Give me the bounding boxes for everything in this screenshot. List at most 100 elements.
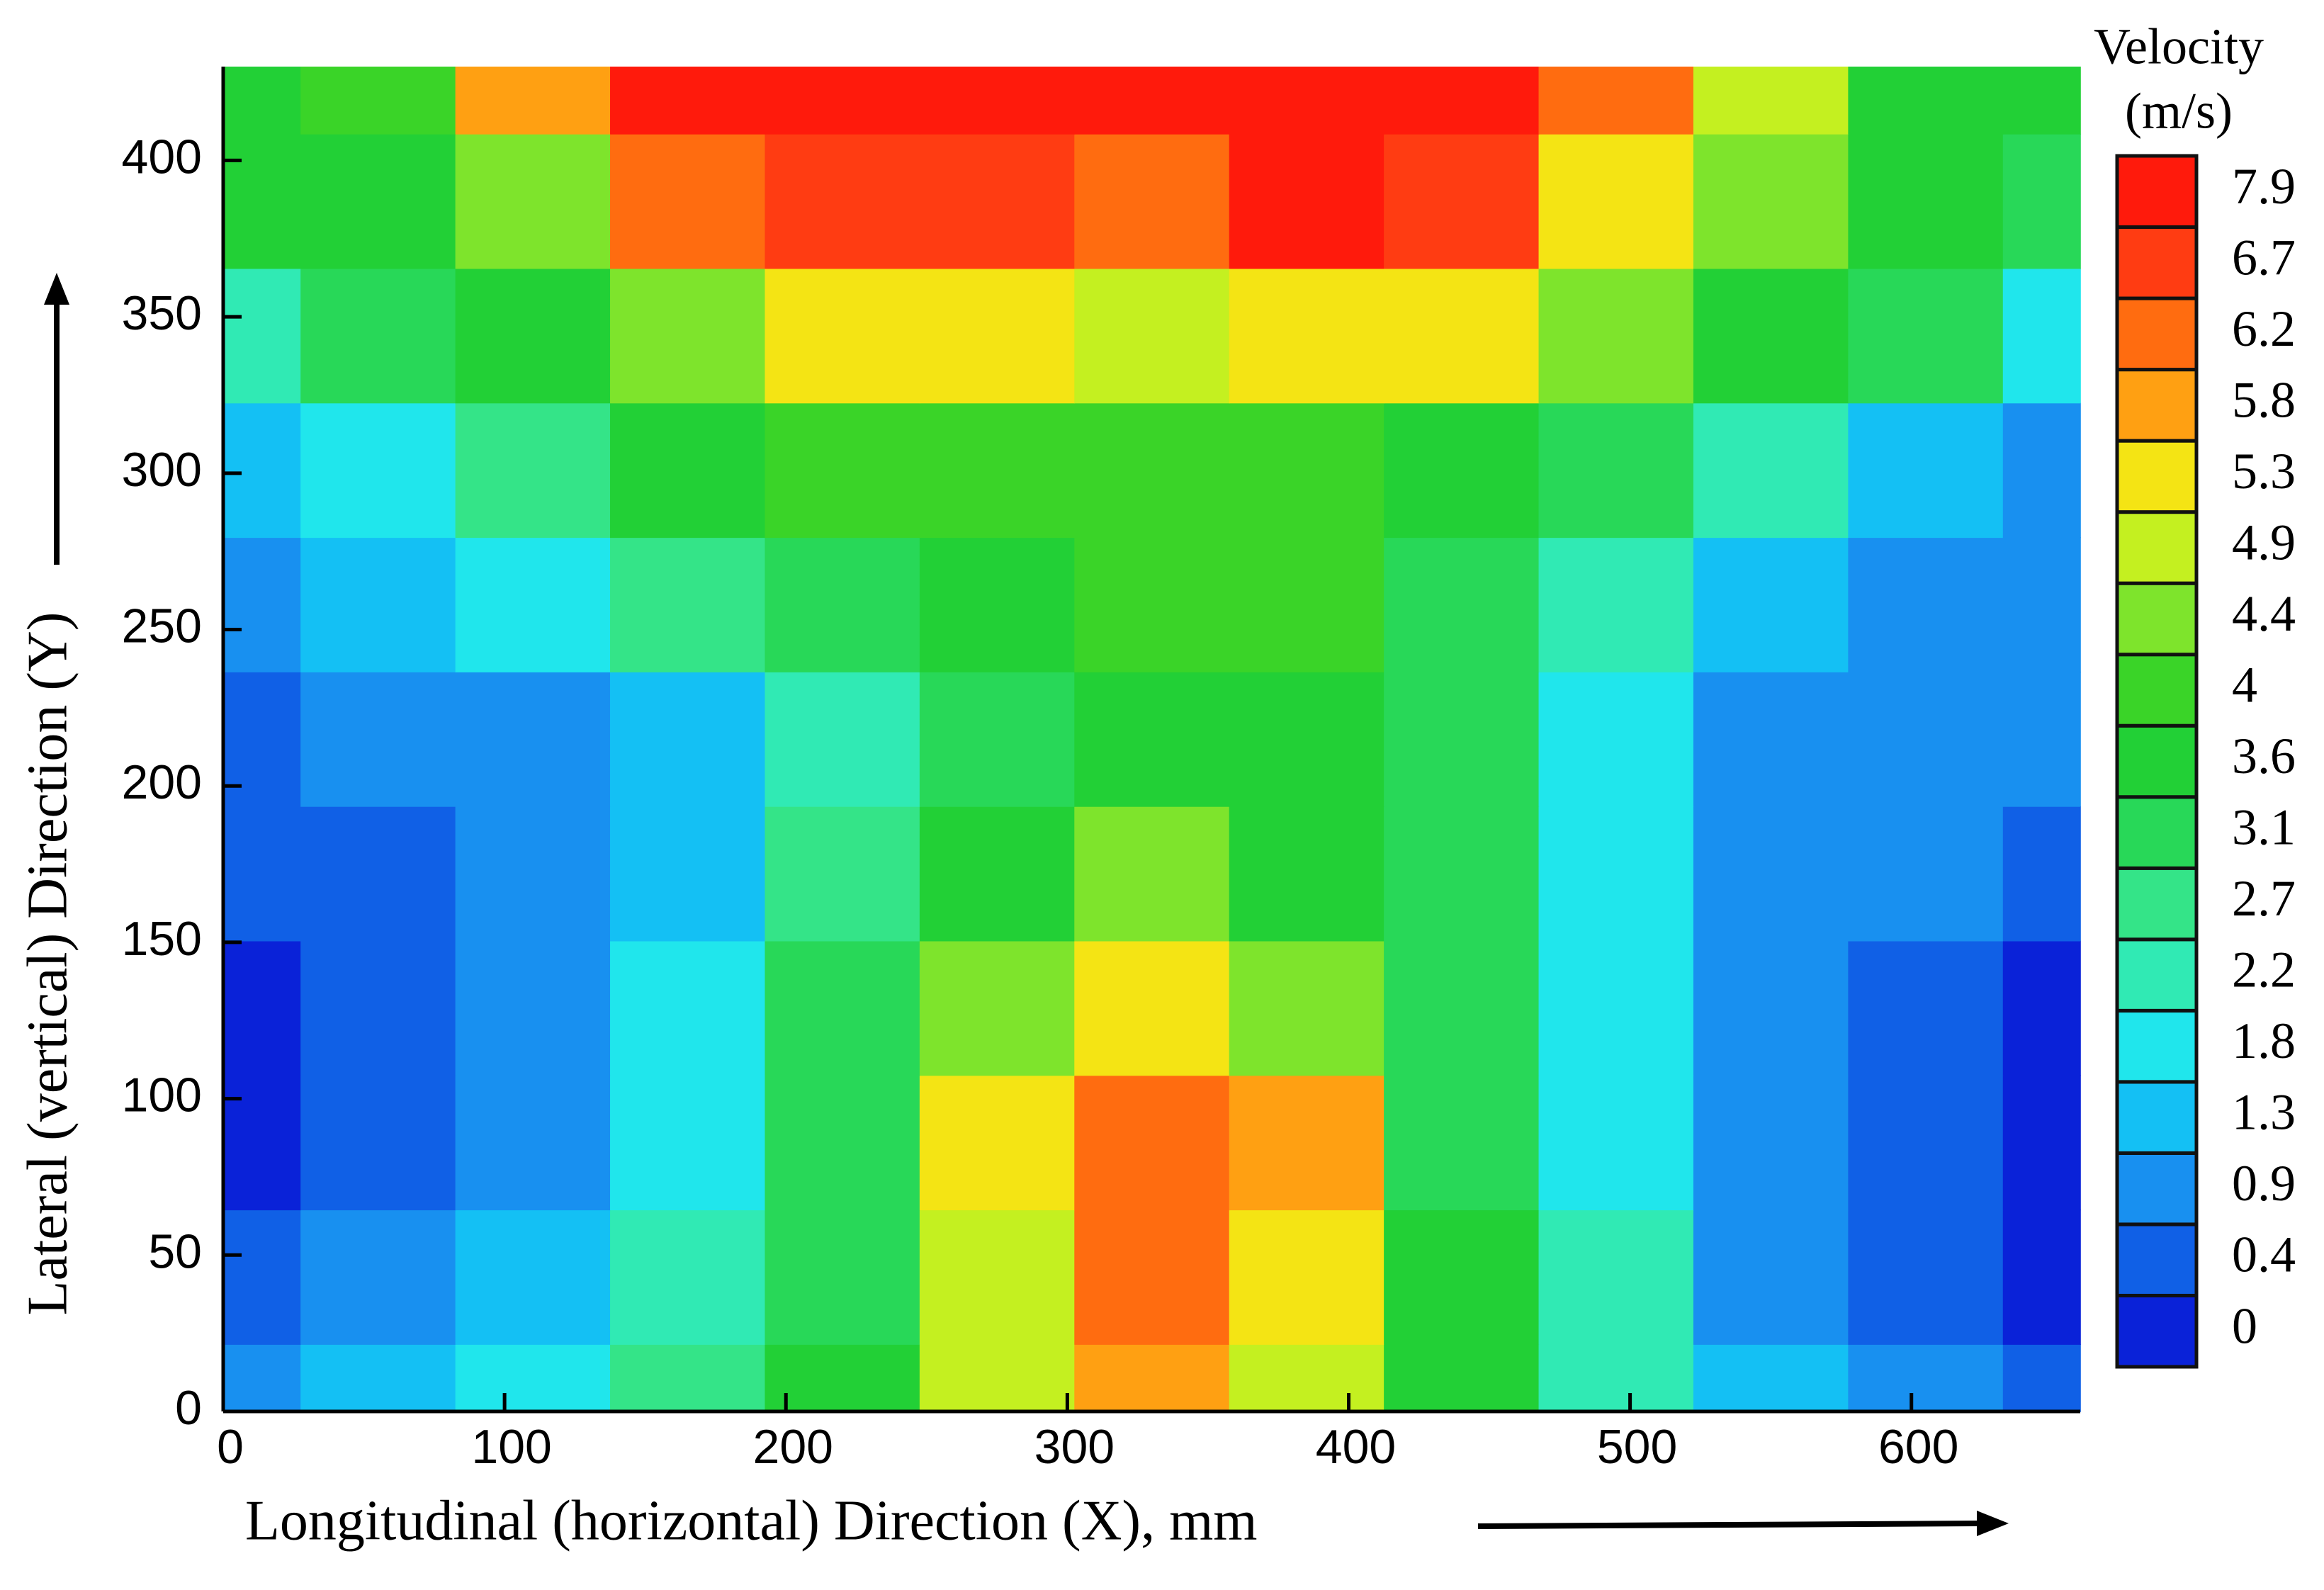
contour-cell: [610, 537, 766, 672]
contour-cell: [223, 402, 302, 539]
contour-cell: [1538, 402, 1694, 539]
contour-cell: [1693, 402, 1849, 539]
colorbar-band: [2115, 510, 2199, 585]
contour-cell: [300, 67, 456, 135]
contour-cell: [765, 1210, 920, 1345]
contour-cell: [610, 1344, 766, 1412]
colorbar-label: 5.8: [2232, 371, 2296, 428]
colorbar-label: 3.6: [2232, 728, 2296, 784]
contour-cell: [1693, 940, 1849, 1076]
contour-cell: [1693, 1075, 1849, 1211]
contour-cell: [455, 133, 611, 269]
contour-cell: [610, 806, 766, 942]
colorbar-band: [2115, 1080, 2199, 1155]
contour-cell: [1074, 402, 1230, 539]
contour-cell: [1074, 67, 1230, 135]
contour-cell: [1848, 67, 2004, 135]
colorbar-label: 0.9: [2232, 1155, 2296, 1212]
contour-cell: [300, 1344, 456, 1412]
contour-cell: [919, 268, 1076, 404]
contour-cell: [1848, 940, 2004, 1076]
contour-cell: [610, 1210, 766, 1345]
contour-cell: [919, 806, 1076, 942]
contour-cell: [1693, 67, 1849, 135]
contour-cell: [610, 133, 766, 269]
contour-cell: [610, 940, 766, 1076]
contour-cell: [1848, 1210, 2004, 1345]
contour-cell: [223, 1075, 302, 1211]
contour-cell: [610, 268, 766, 404]
colorbar-label: 0.4: [2232, 1227, 2296, 1283]
contour-cell: [300, 268, 456, 404]
colorbar-label: 4.9: [2232, 514, 2296, 570]
colorbar-band: [2115, 439, 2199, 514]
contour-cell: [765, 268, 920, 404]
contour-cell: [223, 1210, 302, 1345]
contour-cell: [765, 1344, 920, 1412]
x-tick-label: 600: [1878, 1420, 1958, 1474]
contour-cell: [765, 672, 920, 807]
colorbar-label: 7.9: [2232, 158, 2296, 215]
contour-cell: [919, 672, 1076, 807]
contour-cell: [1848, 133, 2004, 269]
y-tick-label: 200: [122, 755, 202, 809]
contour-cell: [1848, 268, 2004, 404]
colorbar-band: [2115, 225, 2199, 300]
colorbar-label: 6.2: [2232, 300, 2296, 357]
contour-cell: [455, 537, 611, 672]
contour-cell: [765, 67, 920, 135]
contour-cell: [1229, 537, 1384, 672]
contour-cell: [610, 672, 766, 807]
contour-cell: [1538, 1344, 1694, 1412]
contour-cell: [2002, 67, 2081, 135]
contour-cell: [1384, 133, 1540, 269]
contour-cell: [1074, 1075, 1230, 1211]
contour-cell: [610, 402, 766, 539]
contour-cell: [1384, 537, 1540, 672]
contour-cell: [919, 1075, 1076, 1211]
contour-cell: [919, 133, 1076, 269]
colorbar-label: 6.7: [2232, 229, 2296, 286]
contour-cell: [1538, 537, 1694, 672]
contour-cell: [2002, 133, 2081, 269]
contour-cell: [223, 1344, 302, 1412]
contour-cell: [455, 1344, 611, 1412]
contour-cell: [1693, 268, 1849, 404]
x-tick-label: 200: [753, 1420, 833, 1474]
contour-cell: [919, 1210, 1076, 1345]
contour-cell: [455, 402, 611, 539]
contour-cell: [2002, 1210, 2081, 1345]
colorbar-band: [2115, 1222, 2199, 1297]
contour-cell: [1074, 1344, 1230, 1412]
x-tick-label: 300: [1034, 1420, 1115, 1474]
contour-cell: [1384, 1344, 1540, 1412]
contour-field: [223, 67, 2081, 1412]
colorbar-unit: (m/s): [2125, 83, 2233, 140]
colorbar-band: [2115, 368, 2199, 443]
colorbar-band: [2115, 154, 2199, 230]
colorbar-band: [2115, 581, 2199, 657]
contour-cell: [2002, 940, 2081, 1076]
contour-cell: [1848, 537, 2004, 672]
contour-cell: [1384, 806, 1540, 942]
contour-cell: [1693, 806, 1849, 942]
contour-cell: [1229, 672, 1384, 807]
contour-cell: [223, 806, 302, 942]
contour-cell: [1384, 402, 1540, 539]
contour-cell: [223, 940, 302, 1076]
contour-cell: [919, 402, 1076, 539]
contour-cell: [2002, 806, 2081, 942]
contour-cell: [1848, 806, 2004, 942]
colorbar-band: [2115, 866, 2199, 942]
contour-cell: [765, 1075, 920, 1211]
contour-cell: [300, 1210, 456, 1345]
colorbar-band: [2115, 723, 2199, 799]
contour-cell: [1074, 537, 1230, 672]
contour-cell: [1693, 1210, 1849, 1345]
contour-cell: [1229, 1344, 1384, 1412]
colorbar-band: [2115, 1293, 2199, 1369]
contour-cell: [455, 268, 611, 404]
y-axis-title: Lateral (vertical) Direction (Y): [16, 612, 79, 1316]
contour-cell: [300, 133, 456, 269]
